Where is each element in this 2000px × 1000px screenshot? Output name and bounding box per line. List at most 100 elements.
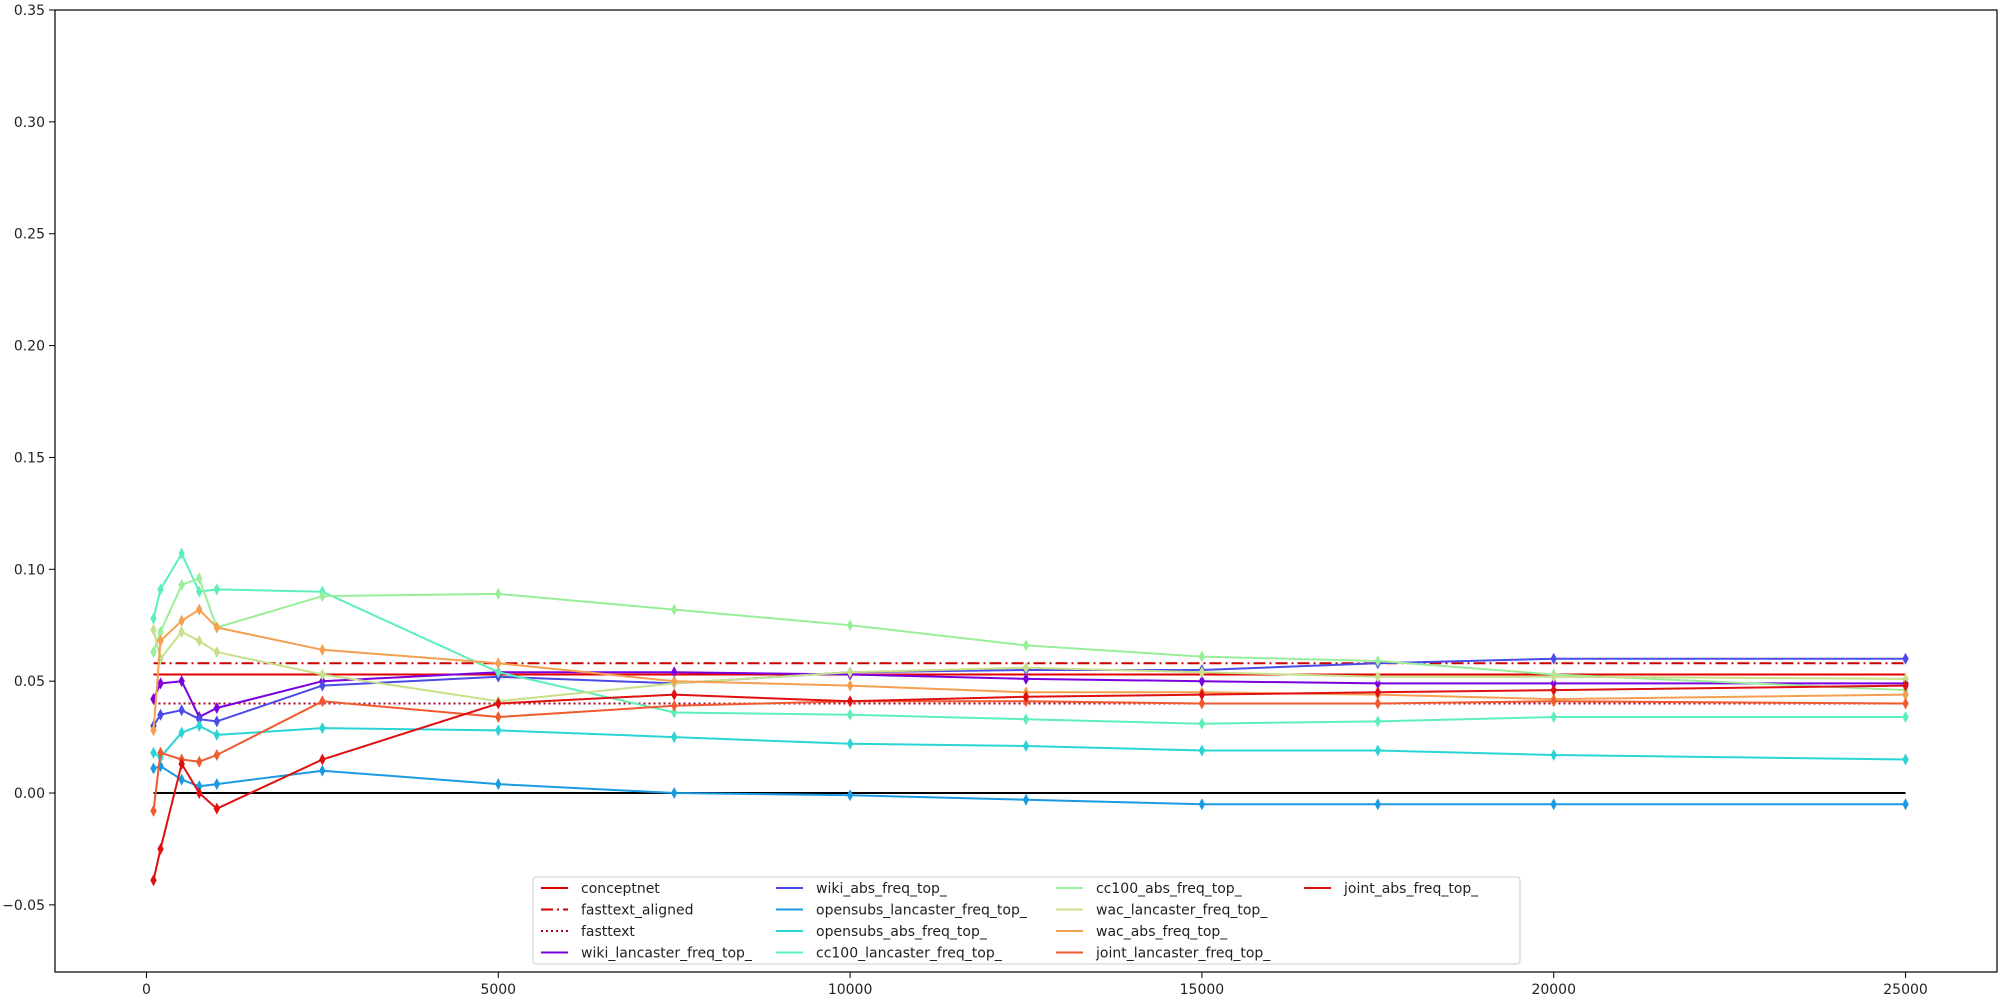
data-point	[1902, 697, 1909, 710]
data-point	[1198, 688, 1206, 701]
data-point	[1022, 639, 1030, 652]
data-point	[150, 746, 157, 759]
legend-label: conceptnet	[581, 881, 660, 897]
data-point	[1198, 798, 1206, 811]
series-line	[152, 629, 1906, 703]
data-point	[150, 762, 157, 775]
data-point	[178, 726, 185, 739]
data-point	[319, 679, 326, 692]
data-point	[846, 666, 854, 679]
series-lines	[150, 547, 1909, 887]
data-point	[1022, 713, 1030, 726]
data-point	[846, 679, 854, 692]
data-point	[196, 713, 203, 726]
data-point	[1374, 686, 1382, 699]
data-point	[196, 634, 203, 647]
data-point	[319, 764, 326, 777]
plot-frame	[54, 9, 1998, 973]
series-line	[152, 657, 1906, 727]
data-point	[150, 612, 157, 625]
data-point	[1198, 666, 1206, 679]
data-point	[1374, 798, 1382, 811]
data-point	[1198, 650, 1206, 663]
data-point	[196, 755, 203, 768]
data-point	[213, 646, 221, 659]
y-tick-label: 0.00	[14, 786, 45, 802]
y-axis-ticks: −0.05 0.00 0.05 0.10 0.15 0.20 0.25 0.30 0.35	[2, 3, 55, 914]
y-tick-label: 0.30	[14, 115, 45, 131]
data-point	[150, 874, 157, 887]
data-point	[1902, 679, 1909, 692]
data-point	[157, 625, 164, 638]
data-point	[846, 695, 854, 708]
y-tick-label: 0.35	[14, 3, 45, 19]
data-point	[1198, 697, 1206, 710]
y-tick-label: 0.15	[14, 450, 45, 466]
data-point	[1374, 744, 1382, 757]
series-wac_lancaster_freq_top_	[150, 623, 1909, 708]
data-point	[196, 603, 203, 616]
series-wac_abs_freq_top_	[150, 603, 1909, 737]
data-point	[495, 657, 502, 670]
data-point	[1550, 652, 1557, 665]
data-point	[319, 668, 326, 681]
data-point	[1022, 672, 1030, 685]
data-point	[1198, 675, 1206, 688]
data-point	[319, 722, 326, 735]
data-point	[319, 590, 326, 603]
data-point	[1550, 798, 1557, 811]
data-point	[1198, 744, 1206, 757]
x-tick-label: 5000	[480, 982, 516, 998]
data-point	[1550, 684, 1557, 697]
legend-box	[532, 876, 1521, 965]
data-point	[1374, 670, 1382, 683]
y-tick-label: 0.20	[14, 339, 45, 355]
data-point	[670, 603, 678, 616]
data-point	[213, 748, 221, 761]
data-point	[319, 643, 326, 656]
series-joint_abs_freq_top_	[150, 679, 1909, 887]
data-point	[1902, 710, 1909, 723]
data-point	[670, 699, 678, 712]
legend: conceptnet fasttext_aligned fasttext wiki_l…	[532, 876, 1521, 965]
data-point	[213, 583, 221, 596]
legend-label: cc100_lancaster_freq_top_	[816, 946, 1003, 962]
data-point	[213, 715, 221, 728]
data-point	[150, 623, 157, 636]
series-opensubs_lancaster_freq_top_	[150, 760, 1909, 811]
data-point	[157, 583, 164, 596]
data-point	[1902, 672, 1909, 685]
data-point	[495, 710, 502, 723]
data-point	[178, 773, 185, 786]
data-point	[1022, 793, 1030, 806]
x-tick-label: 20000	[1531, 982, 1576, 998]
data-point	[1902, 652, 1909, 665]
data-point	[213, 621, 221, 634]
data-point	[1902, 753, 1909, 766]
x-axis-ticks: 0 5000 10000 15000 20000 25000	[142, 972, 1928, 998]
y-tick-label: −0.05	[2, 898, 45, 914]
legend-label: wac_lancaster_freq_top_	[1096, 903, 1268, 919]
x-tick-label: 10000	[828, 982, 873, 998]
legend-label: joint_abs_freq_top_	[1343, 881, 1479, 897]
data-point	[213, 728, 221, 741]
x-tick-label: 15000	[1180, 982, 1225, 998]
data-point	[1022, 661, 1030, 674]
data-point	[178, 675, 185, 688]
data-point	[670, 666, 678, 679]
data-point	[1374, 715, 1382, 728]
legend-label: wiki_abs_freq_top_	[816, 881, 948, 897]
data-point	[1550, 677, 1557, 690]
x-tick-label: 25000	[1883, 982, 1928, 998]
data-point	[495, 587, 502, 600]
data-point	[1550, 748, 1557, 761]
y-tick-label: 0.25	[14, 227, 45, 243]
data-point	[213, 702, 221, 715]
data-point	[1550, 670, 1557, 683]
legend-label: wac_abs_freq_top_	[1096, 924, 1228, 940]
series-line	[153, 765, 1906, 806]
data-point	[1902, 798, 1909, 811]
legend-label: opensubs_abs_freq_top_	[816, 924, 988, 940]
data-point	[213, 778, 221, 791]
